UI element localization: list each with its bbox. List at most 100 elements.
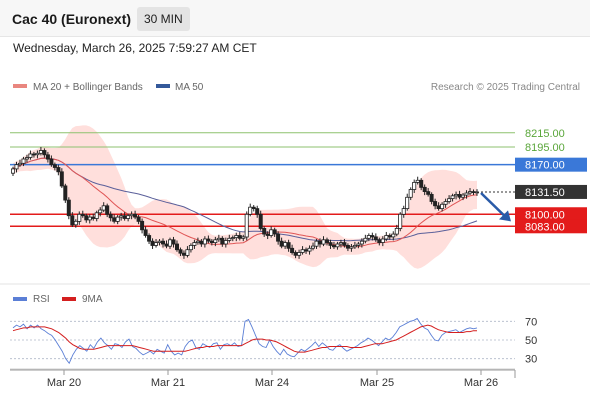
candle-body [17, 162, 22, 166]
candle-body [112, 217, 117, 222]
datetime-stamp: Wednesday, March 26, 2025 7:59:27 AM CET [13, 41, 257, 55]
candle-body [188, 244, 193, 251]
candle-body [324, 239, 329, 244]
candle-body [171, 239, 176, 245]
candle-body [73, 220, 78, 226]
last-price-tag [515, 184, 587, 199]
candle-body [38, 150, 43, 154]
candle-body [31, 153, 36, 156]
candle-body [14, 164, 19, 170]
candle-body [150, 240, 155, 246]
candle-body [279, 240, 284, 247]
rsi-panel: 70 50 30 [10, 316, 537, 366]
candle-body [433, 201, 438, 207]
candle-body [91, 216, 96, 219]
candle-body [384, 235, 389, 240]
level-label-8215.00: 8215.00 [525, 128, 565, 140]
candle-body [66, 199, 71, 217]
candle-body [178, 249, 183, 254]
candle-body [471, 191, 476, 194]
candle-body [460, 194, 465, 198]
timeframe-button[interactable]: 30 MIN [137, 7, 190, 31]
candle-body [220, 237, 225, 245]
candle-body [429, 193, 434, 202]
price-overlay: 8131.50 [477, 184, 587, 222]
candles [10, 146, 479, 259]
candle-body [464, 192, 469, 196]
legend-rsi-ma-swatch [62, 297, 76, 301]
candle-body [328, 242, 333, 246]
candle-body [195, 240, 200, 243]
candle-body [63, 185, 68, 201]
candle-body [366, 235, 371, 239]
x-tick-label: Mar 25 [360, 377, 394, 389]
candle-body [450, 195, 455, 200]
candle-body [77, 213, 82, 222]
candle-body [216, 237, 221, 241]
candle-body [84, 215, 89, 221]
candle-body [122, 215, 127, 219]
candle-body [174, 243, 179, 251]
candle-body [10, 168, 15, 174]
candle-body [436, 205, 441, 210]
candle-body [380, 238, 385, 243]
rsi-tick-70: 70 [525, 316, 537, 328]
candle-body [356, 243, 361, 246]
level-label-8100.00: 8100.00 [525, 209, 565, 221]
candle-body [227, 237, 232, 241]
candle-body [35, 152, 40, 156]
candle-body [209, 240, 214, 243]
x-tick-label: Mar 26 [464, 377, 498, 389]
level-label-8083.00: 8083.00 [525, 221, 565, 233]
candle-body [276, 233, 281, 242]
candle-body [181, 252, 186, 256]
candle-body [98, 209, 103, 214]
candle-body [108, 213, 113, 219]
candle-body [310, 245, 315, 249]
candle-body [237, 235, 242, 239]
level-label-8170.00: 8170.00 [525, 160, 565, 172]
rsi-tick-50: 50 [525, 335, 537, 347]
candle-body [352, 244, 357, 248]
chart-header: Cac 40 (Euronext) 30 MIN [0, 0, 590, 37]
candle-body [422, 186, 427, 193]
candle-body [443, 201, 448, 205]
candle-body [342, 242, 347, 246]
legend-ma20-swatch [13, 84, 27, 88]
candle-body [300, 249, 305, 253]
candle-body [317, 240, 322, 245]
candle-body [87, 216, 92, 221]
level-tag-8100.00 [515, 207, 587, 222]
candle-body [94, 212, 99, 219]
candle-body [42, 150, 47, 156]
candle-body [202, 238, 207, 245]
candle-body [136, 216, 141, 222]
legend-ma50-swatch [156, 84, 170, 88]
candle-body [405, 196, 410, 210]
candle-body [251, 206, 256, 209]
instrument-title: Cac 40 (Euronext) [12, 11, 132, 27]
candle-body [387, 235, 392, 238]
candle-body [164, 243, 169, 247]
bollinger-band-area [13, 125, 477, 269]
candle-body [45, 154, 50, 160]
candle-body [105, 205, 110, 215]
candle-body [129, 213, 134, 217]
bollinger-bands [13, 125, 477, 269]
ma20-line [12, 157, 478, 248]
candle-body [370, 235, 375, 238]
legend-rsi-swatch [13, 297, 27, 301]
candle-body [359, 240, 364, 245]
candle-body [28, 153, 33, 158]
candle-body [363, 237, 368, 242]
candle-body [248, 206, 253, 215]
candle-body [241, 236, 246, 239]
candle-body [457, 193, 462, 198]
candle-body [290, 247, 295, 254]
credit-text: Research © 2025 Trading Central [431, 82, 580, 93]
candle-body [265, 233, 270, 236]
candle-body [398, 213, 403, 229]
x-tick-label: Mar 24 [255, 377, 289, 389]
